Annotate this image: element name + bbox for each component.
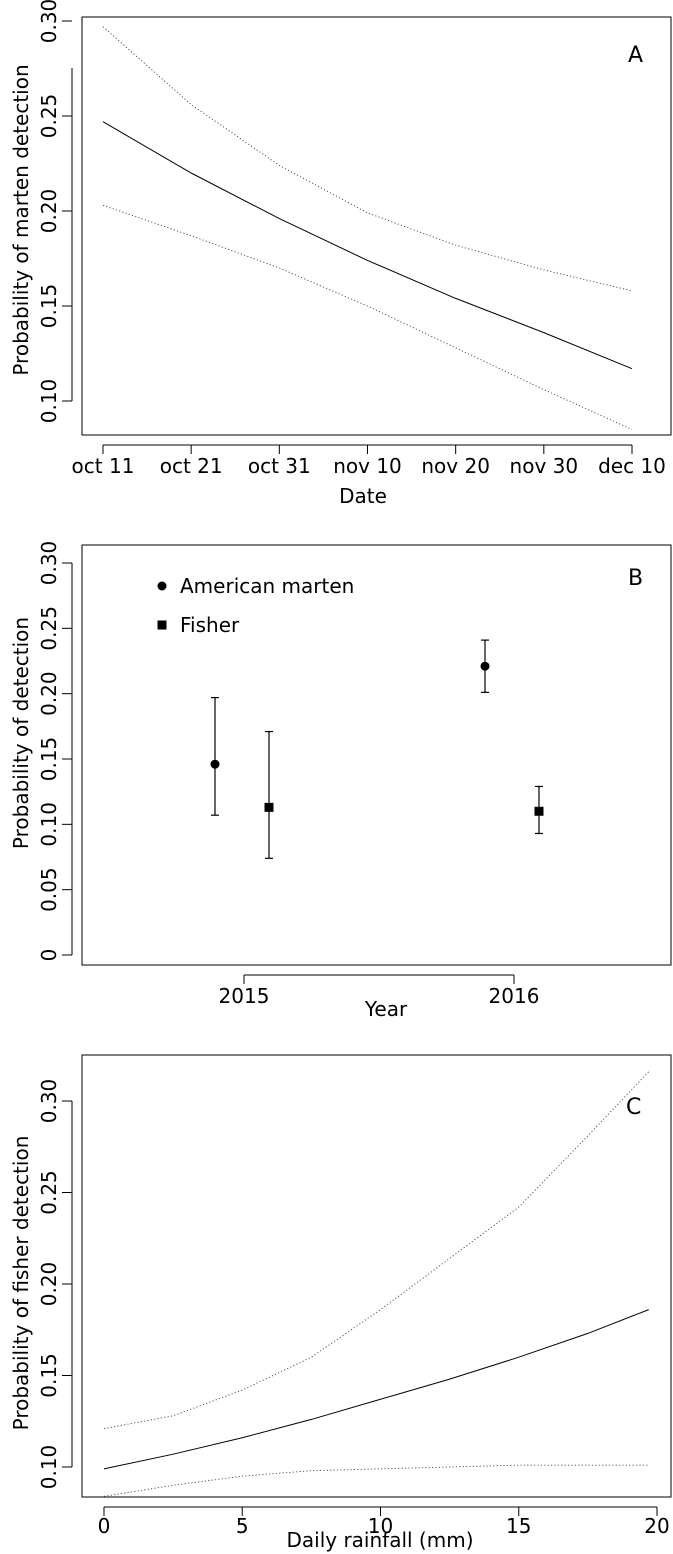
panel-a-x-ticks: oct 11 oct 21 oct 31 nov 10 nov 20 nov 30 dec …: [72, 445, 666, 478]
panel-a-x-axis-label: Date: [339, 484, 387, 508]
panel-b-y-tick-label: 0.30: [37, 541, 61, 586]
panel-a-y-tick-label: 0.10: [37, 379, 61, 424]
panel-b-x-tick-label: 2015: [219, 984, 270, 1008]
point-fisher: [534, 806, 544, 816]
panel-c-y-tick-label: 0.30: [37, 1079, 61, 1124]
panel-a-y-tick-label: 0.15: [37, 284, 61, 329]
panel-c-y-tick-label: 0.25: [37, 1170, 61, 1215]
panel-a-x-tick-label: oct 31: [248, 454, 311, 478]
legend-label-fisher: Fisher: [180, 613, 240, 637]
panel-c-x-tick-label: 10: [368, 1514, 393, 1538]
panel-b-y-tick-label: 0: [37, 949, 61, 962]
panel-a-lower-ci-line: [102, 204, 633, 430]
panel-c-y-axis-label: Probability of fisher detection: [9, 1136, 33, 1431]
panel-c-y-tick-label: 0.15: [37, 1353, 61, 1398]
panel-c-x-tick-label: 20: [644, 1514, 669, 1538]
panel-b-y-axis-label: Probability of detection: [9, 617, 33, 849]
panel-b-points: [210, 639, 544, 859]
panel-b-legend: American marten Fisher: [157, 574, 354, 637]
panel-a-x-tick-label: oct 11: [72, 454, 135, 478]
legend-label-american-marten: American marten: [180, 574, 354, 598]
panel-a-y-tick-label: 0.30: [37, 0, 61, 43]
panel-b: 2015 2016 0 0.05 0.10 0.15 0.20 0.25 0.30 B Ame…: [9, 541, 672, 1021]
panel-c-x-tick-label: 15: [506, 1514, 531, 1538]
point-american-marten: [480, 661, 490, 671]
point-american-marten: [210, 759, 220, 769]
panel-c-upper-ci-line: [103, 1071, 650, 1430]
legend-marker-american-marten: [157, 581, 167, 591]
panel-a-x-tick-label: dec 10: [598, 454, 666, 478]
panel-c-x-axis-label: Daily rainfall (mm): [286, 1528, 473, 1552]
panel-b-x-ticks: 2015 2016: [219, 975, 540, 1008]
panel-a-label: A: [628, 43, 643, 68]
panel-a: oct 11 oct 21 oct 31 nov 10 nov 20 nov 30 dec …: [9, 0, 672, 508]
legend-marker-fisher: [157, 620, 167, 630]
panel-b-label: B: [628, 566, 643, 591]
panel-a-frame: [81, 16, 672, 436]
panel-c-y-tick-label: 0.20: [37, 1262, 61, 1307]
panel-a-x-tick-label: nov 20: [421, 454, 490, 478]
panel-b-x-tick-label: 2016: [489, 984, 540, 1008]
panel-c-x-tick-label: 5: [236, 1514, 249, 1538]
panel-b-frame: [81, 544, 672, 966]
panel-c-x-ticks: 0 5 10 15 20: [98, 1507, 670, 1538]
panel-c: 0 5 10 15 20 0.10 0.15 0.20 0.25 0.30 C Daily ra…: [9, 1054, 672, 1552]
panel-b-y-tick-label: 0.05: [37, 867, 61, 912]
panel-a-y-tick-label: 0.25: [37, 94, 61, 139]
panel-c-estimate-line: [103, 1309, 649, 1470]
panel-c-y-tick-label: 0.10: [37, 1445, 61, 1490]
panel-a-y-ticks: 0.10 0.15 0.20 0.25 0.30: [37, 0, 72, 423]
panel-b-y-tick-label: 0.15: [37, 737, 61, 782]
panel-a-x-tick-label: oct 21: [160, 454, 223, 478]
panel-a-upper-ci-line: [102, 26, 633, 292]
panel-c-frame: [81, 1054, 672, 1498]
panel-c-label: C: [626, 1095, 641, 1120]
panel-a-x-tick-label: nov 10: [333, 454, 402, 478]
panel-a-x-tick-label: nov 30: [510, 454, 579, 478]
panel-b-y-tick-label: 0.10: [37, 802, 61, 847]
panel-c-x-tick-label: 0: [98, 1514, 111, 1538]
panel-c-lower-ci-line: [103, 1464, 649, 1497]
panel-a-y-tick-label: 0.20: [37, 189, 61, 234]
panel-a-estimate-line: [102, 121, 633, 370]
point-fisher: [264, 802, 274, 812]
panel-b-x-axis-label: Year: [364, 997, 408, 1021]
panel-c-y-ticks: 0.10 0.15 0.20 0.25 0.30: [37, 1079, 72, 1490]
panel-b-y-ticks: 0 0.05 0.10 0.15 0.20 0.25 0.30: [37, 541, 72, 962]
panel-b-y-tick-label: 0.20: [37, 671, 61, 716]
panel-a-y-axis-label: Probability of marten detection: [9, 64, 33, 375]
panel-b-y-tick-label: 0.25: [37, 606, 61, 651]
